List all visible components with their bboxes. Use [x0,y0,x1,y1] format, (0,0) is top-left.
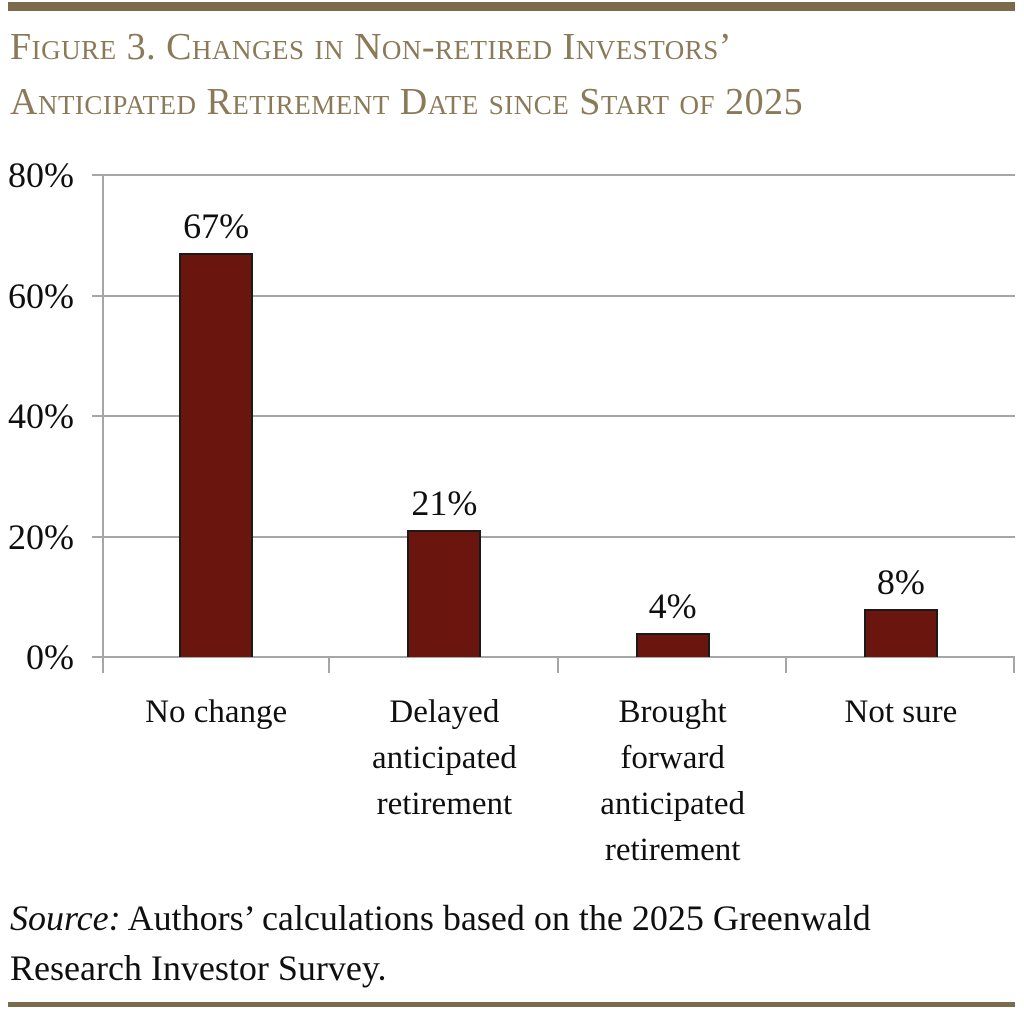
bar-brought-forward-anticipated-retirement [635,633,710,657]
bar-not-sure [863,609,938,657]
x-axis-tick [784,657,787,673]
value-label-not-sure: 8% [876,562,925,602]
value-label-brought-forward-anticipated-retirement: 4% [648,586,697,626]
y-axis-label-60: 60% [8,275,74,316]
value-label-no-change: 67% [183,206,250,246]
y-axis-label-40: 40% [8,396,74,436]
y-axis-label-20: 20% [8,516,74,557]
source-text: Authors’ calculations based on the 2025 … [10,898,871,988]
bottom-rule [8,1002,1015,1007]
y-axis-line [102,175,104,673]
x-axis-label-brought-forward-anticipated-retirement: Brought forward anticipated retirement [600,694,745,868]
gridline-40 [92,415,1015,417]
source-label: Source: [10,898,121,938]
source-note: Source: Authors’ calculations based on t… [10,893,1020,993]
y-axis-label-0: 0% [26,637,74,677]
y-axis-label-80: 80% [8,155,74,195]
gridline-20 [92,535,1015,538]
top-rule [8,2,1015,11]
gridline-80 [92,174,1015,176]
x-axis-label-no-change: No change [145,694,288,730]
bar-chart: 0% 20% 40% 60% 80% 67% No change 21% Delayed ant… [8,157,1015,868]
x-axis-label-delayed-anticipated-retirement: Delayed anticipated retirement [371,694,517,822]
x-axis-line [92,656,1015,658]
bar-no-change [179,253,254,657]
x-axis-label-not-sure: Not sure [844,694,958,730]
gridline-60 [92,294,1015,297]
x-axis-tick [328,657,331,673]
value-label-delayed-anticipated-retirement: 21% [411,483,478,523]
figure-title: Figure 3. Changes in Non-retired Investo… [10,26,804,123]
x-axis-tick [1013,657,1015,673]
bar-delayed-anticipated-retirement [407,530,482,657]
x-axis-tick [556,657,559,673]
